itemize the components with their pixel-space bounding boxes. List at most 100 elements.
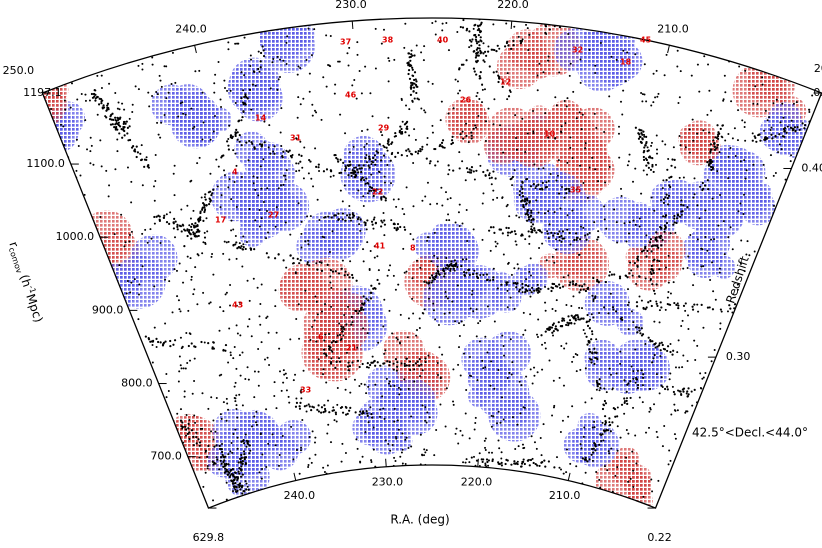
- galaxy-dot: [535, 289, 538, 292]
- galaxy-dot: [535, 185, 538, 188]
- galaxy-dot: [647, 301, 650, 304]
- galaxy-dot: [458, 12, 460, 14]
- galaxy-dot: [540, 231, 543, 234]
- galaxy-dot: [547, 180, 550, 183]
- galaxy-dot: [125, 292, 128, 295]
- galaxy-dot: [490, 425, 493, 428]
- galaxy-dot: [625, 397, 628, 400]
- galaxy-dot: [440, 100, 443, 103]
- galaxy-dot: [789, 160, 792, 163]
- galaxy-dot: [696, 63, 699, 66]
- galaxy-dot: [241, 473, 244, 476]
- galaxy-dot: [199, 427, 202, 430]
- galaxy-dot: [290, 425, 293, 428]
- galaxy-dot: [241, 248, 244, 251]
- galaxy-dot: [661, 239, 664, 242]
- galaxy-dot: [696, 344, 699, 347]
- galaxy-dot: [625, 429, 628, 432]
- galaxy-dot: [163, 214, 166, 217]
- galaxy-dot: [544, 112, 547, 115]
- galaxy-dot: [259, 60, 262, 63]
- galaxy-dot: [405, 149, 408, 152]
- galaxy-dot: [500, 464, 503, 467]
- galaxy-dot: [396, 151, 400, 154]
- galaxy-dot: [651, 269, 655, 272]
- galaxy-dot: [636, 386, 639, 390]
- galaxy-dot: [429, 203, 432, 206]
- galaxy-dot: [449, 269, 452, 272]
- galaxy-dot: [647, 149, 650, 152]
- galaxy-dot: [506, 306, 509, 309]
- galaxy-dot: [687, 393, 690, 396]
- galaxy-dot: [635, 462, 638, 465]
- galaxy-dot: [203, 196, 206, 199]
- galaxy-dot: [655, 302, 658, 305]
- galaxy-dot: [307, 172, 310, 175]
- galaxy-dot: [449, 267, 452, 271]
- galaxy-dot: [582, 226, 585, 229]
- galaxy-dot: [349, 391, 352, 394]
- galaxy-dot: [714, 298, 717, 301]
- galaxy-dot: [568, 283, 571, 287]
- galaxy-dot: [451, 141, 455, 144]
- galaxy-dot: [643, 93, 646, 96]
- void-patch: [508, 121, 535, 148]
- galaxy-dot: [111, 123, 114, 126]
- distance-tick-label: 700.0: [150, 450, 182, 463]
- galaxy-dot: [168, 222, 171, 225]
- galaxy-dot: [555, 248, 558, 251]
- galaxy-dot: [656, 345, 659, 348]
- galaxy-dot: [178, 308, 181, 311]
- galaxy-dot: [413, 380, 416, 383]
- y-axis-label: rcomov(h-1Mpc): [6, 239, 47, 324]
- galaxy-dot: [616, 415, 619, 418]
- galaxy-dot: [549, 326, 552, 329]
- galaxy-dot: [518, 288, 522, 291]
- distance-tick-label: 629.8: [193, 531, 225, 544]
- void-patch: [763, 71, 795, 103]
- galaxy-dot: [397, 198, 400, 201]
- galaxy-dot: [350, 174, 353, 177]
- galaxy-dot: [512, 44, 515, 47]
- galaxy-dot: [159, 79, 162, 82]
- galaxy-dot: [511, 184, 514, 187]
- galaxy-dot: [528, 235, 531, 238]
- galaxy-dot: [526, 208, 529, 212]
- galaxy-dot: [525, 289, 528, 292]
- galaxy-dot: [654, 342, 657, 345]
- galaxy-dot: [374, 221, 378, 224]
- galaxy-dot: [509, 231, 512, 234]
- galaxy-dot: [475, 73, 478, 76]
- galaxy-dot: [666, 388, 669, 391]
- galaxy-dot: [228, 124, 231, 127]
- galaxy-dot: [481, 238, 484, 241]
- galaxy-dot: [153, 222, 156, 225]
- galaxy-dot: [365, 228, 368, 231]
- galaxy-dot: [582, 182, 585, 185]
- galaxy-dot: [455, 427, 458, 430]
- galaxy-dot: [224, 467, 227, 470]
- galaxy-dot: [383, 196, 386, 199]
- galaxy-dot: [382, 407, 385, 410]
- galaxy-dot: [598, 378, 601, 381]
- galaxy-dot: [177, 380, 180, 383]
- galaxy-dot: [405, 364, 408, 367]
- galaxy-dot: [434, 33, 437, 36]
- galaxy-dot: [608, 95, 611, 98]
- galaxy-dot: [99, 215, 102, 218]
- galaxy-dot: [227, 453, 230, 456]
- galaxy-dot: [669, 372, 672, 375]
- galaxy-dot: [272, 150, 275, 153]
- galaxy-dot: [259, 165, 262, 168]
- galaxy-dot: [260, 217, 263, 220]
- galaxy-dot: [187, 230, 191, 234]
- galaxy-dot: [329, 362, 333, 365]
- void-patch: [512, 265, 542, 296]
- galaxy-dot: [344, 452, 347, 455]
- galaxy-dot: [526, 178, 529, 181]
- galaxy-dot: [736, 139, 739, 142]
- galaxy-dot: [465, 134, 468, 138]
- galaxy-dot: [752, 304, 755, 307]
- galaxy-dot: [394, 436, 397, 439]
- galaxy-dot: [365, 366, 369, 369]
